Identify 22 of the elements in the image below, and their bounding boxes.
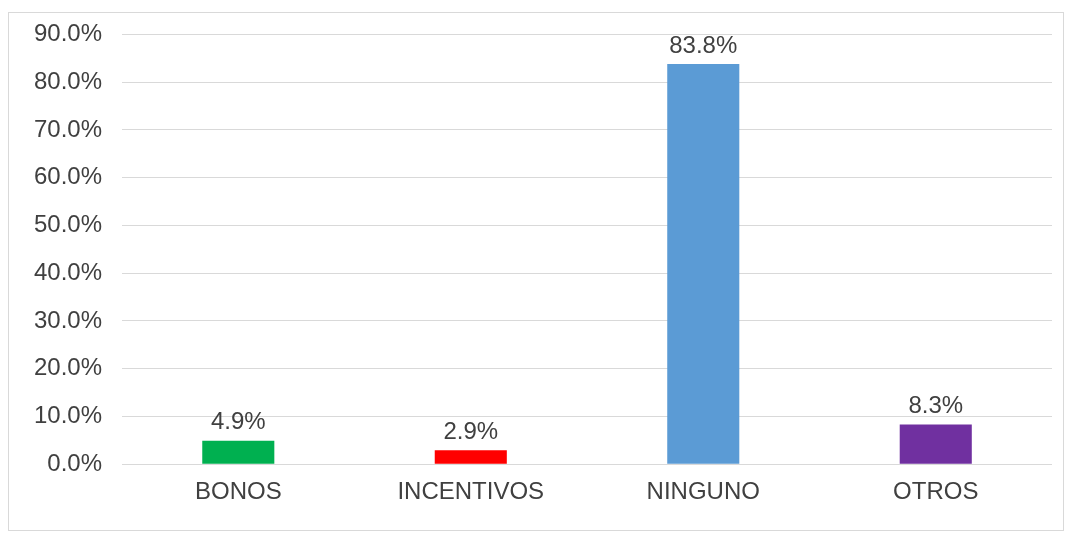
y-tick-label: 80.0%	[33, 66, 103, 94]
bar	[667, 64, 740, 464]
y-tick-label: 60.0%	[33, 162, 103, 190]
data-label: 4.9%	[210, 407, 266, 435]
y-tick-label: 10.0%	[33, 401, 103, 429]
bar	[434, 450, 507, 464]
data-label: 8.3%	[908, 391, 964, 419]
x-tick-label: OTROS	[893, 477, 979, 505]
y-tick-label: 50.0%	[33, 210, 103, 238]
bar	[202, 440, 275, 464]
bar	[899, 424, 972, 464]
y-tick-label: 30.0%	[33, 305, 103, 333]
x-tick-label: INCENTIVOS	[397, 477, 545, 505]
y-tick-label: 0.0%	[47, 448, 103, 476]
data-label: 83.8%	[669, 30, 738, 58]
y-tick-label: 40.0%	[33, 257, 103, 285]
x-tick-label: BONOS	[194, 477, 282, 505]
y-tick-label: 20.0%	[33, 353, 103, 381]
y-tick-label: 90.0%	[33, 19, 103, 47]
data-label: 2.9%	[443, 416, 499, 444]
y-tick-label: 70.0%	[33, 114, 103, 142]
x-tick-label: NINGUNO	[646, 477, 760, 505]
